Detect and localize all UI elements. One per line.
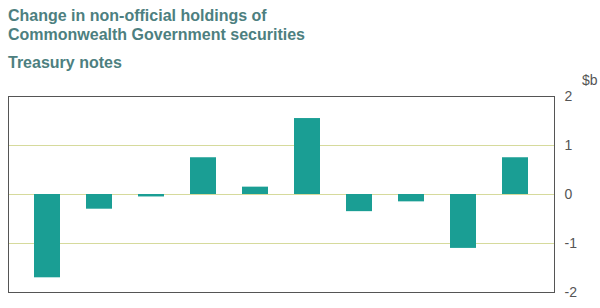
svg-text:2: 2 [565, 88, 573, 104]
svg-text:-2: -2 [565, 284, 578, 300]
html-text:Treasury notes: Treasury notes [8, 54, 122, 71]
svg-text:-1: -1 [565, 235, 578, 251]
svg-text:0: 0 [565, 186, 573, 202]
svg-text:1: 1 [565, 137, 573, 153]
html-text:Change in non-official holding: Change in non-official holdings of Commo… [8, 7, 305, 43]
svg-text:$b: $b [582, 72, 598, 88]
